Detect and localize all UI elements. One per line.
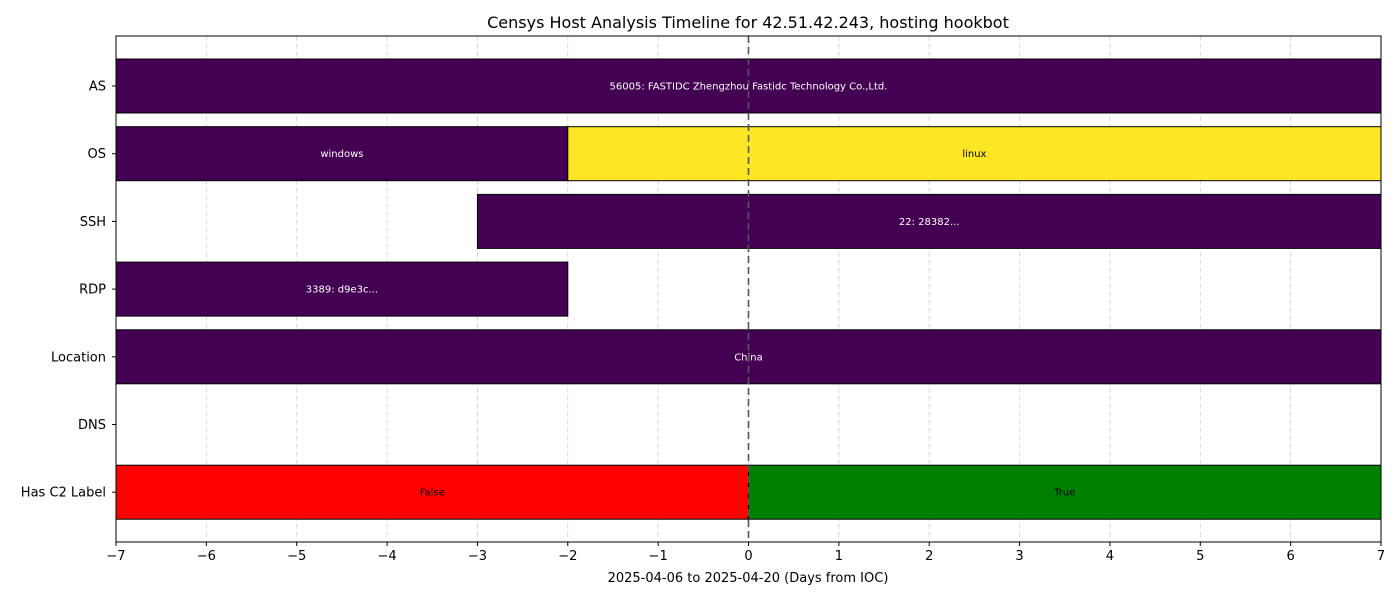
x-tick-label: −6	[197, 549, 216, 564]
x-tick-label: −2	[558, 549, 577, 564]
x-tick-label: 4	[1106, 549, 1114, 564]
x-tick-label: 7	[1377, 549, 1385, 564]
x-tick-label: 1	[835, 549, 843, 564]
bar-label: False	[420, 488, 445, 499]
x-tick-label: 2	[925, 549, 933, 564]
bar-label: windows	[320, 149, 363, 160]
y-tick-label: SSH	[80, 215, 106, 230]
chart-title: Censys Host Analysis Timeline for 42.51.…	[487, 13, 1009, 32]
x-axis-label: 2025-04-06 to 2025-04-20 (Days from IOC)	[608, 571, 889, 586]
y-tick-label: AS	[89, 80, 106, 95]
x-tick-label: −1	[649, 549, 668, 564]
x-tick-label: −4	[377, 549, 396, 564]
bar-label: 3389: d9e3c...	[306, 285, 378, 296]
bar-label: 22: 28382...	[899, 217, 960, 228]
y-tick-label: DNS	[78, 418, 106, 433]
x-axis: −7 −6 −5 −4 −3 −2 −1 0 1 2 3 4 5 6 7	[106, 542, 1385, 564]
bar-label: linux	[962, 149, 986, 160]
x-tick-label: 6	[1287, 549, 1295, 564]
timeline-bar	[115, 464, 749, 520]
timeline-bar	[115, 261, 569, 317]
timeline-bar	[748, 464, 1382, 520]
x-tick-label: −3	[468, 549, 487, 564]
x-tick-label: 3	[1015, 549, 1023, 564]
x-tick-label: −5	[287, 549, 306, 564]
timeline-bar	[476, 193, 1382, 249]
x-tick-label: 0	[744, 549, 752, 564]
y-tick-label: RDP	[79, 283, 106, 298]
y-axis: AS OS SSH RDP Location DNS Has C2 Label	[21, 80, 116, 501]
y-tick-label: Location	[51, 350, 106, 365]
y-tick-label: Has C2 Label	[21, 486, 106, 501]
x-tick-label: −7	[106, 549, 125, 564]
y-tick-label: OS	[88, 147, 106, 162]
x-tick-label: 5	[1196, 549, 1204, 564]
bar-label: True	[1053, 488, 1075, 499]
